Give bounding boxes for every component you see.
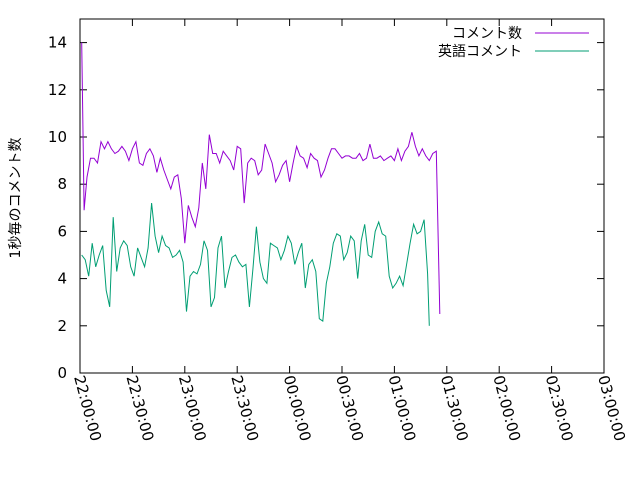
x-tick-label: 23:30:00 <box>227 373 262 443</box>
x-tick-label: 23:00:00 <box>175 373 210 443</box>
axes: 0 2 4 6 8 10 12 14 22:00:00 22:30:00 23:00:00 23:30… <box>48 18 629 443</box>
y-tick-label: 10 <box>48 128 67 146</box>
x-tick-label: 01:30:00 <box>437 373 472 443</box>
x-tick-label: 00:00:00 <box>280 373 315 443</box>
y-tick-label: 12 <box>48 81 67 99</box>
legend-label-1: コメント数 <box>452 26 522 42</box>
x-tick-label: 03:00:00 <box>594 373 629 443</box>
legend-label-2: 英語コメント <box>438 43 522 60</box>
x-tick-label: 22:00:00 <box>70 373 105 443</box>
x-tick-label: 02:00:00 <box>489 373 524 443</box>
x-tick-label: 22:30:00 <box>123 373 158 443</box>
y-tick-label: 2 <box>57 317 67 335</box>
y-tick-label: 14 <box>48 34 67 52</box>
series-line-1 <box>81 42 441 315</box>
y-tick-label: 8 <box>57 175 67 193</box>
y-tick-label: 4 <box>57 270 67 288</box>
y-axis-label: 1秒毎のコメント数 <box>8 138 24 259</box>
series-group <box>81 42 441 326</box>
x-tick-label: 00:30:00 <box>332 373 367 443</box>
x-tick-label: 02:30:00 <box>542 373 577 443</box>
plot-border <box>79 18 605 374</box>
y-tick-label: 6 <box>57 222 67 240</box>
series-line-2 <box>81 203 430 326</box>
y-tick-label: 0 <box>57 364 67 382</box>
x-tick-label: 01:00:00 <box>385 373 420 443</box>
